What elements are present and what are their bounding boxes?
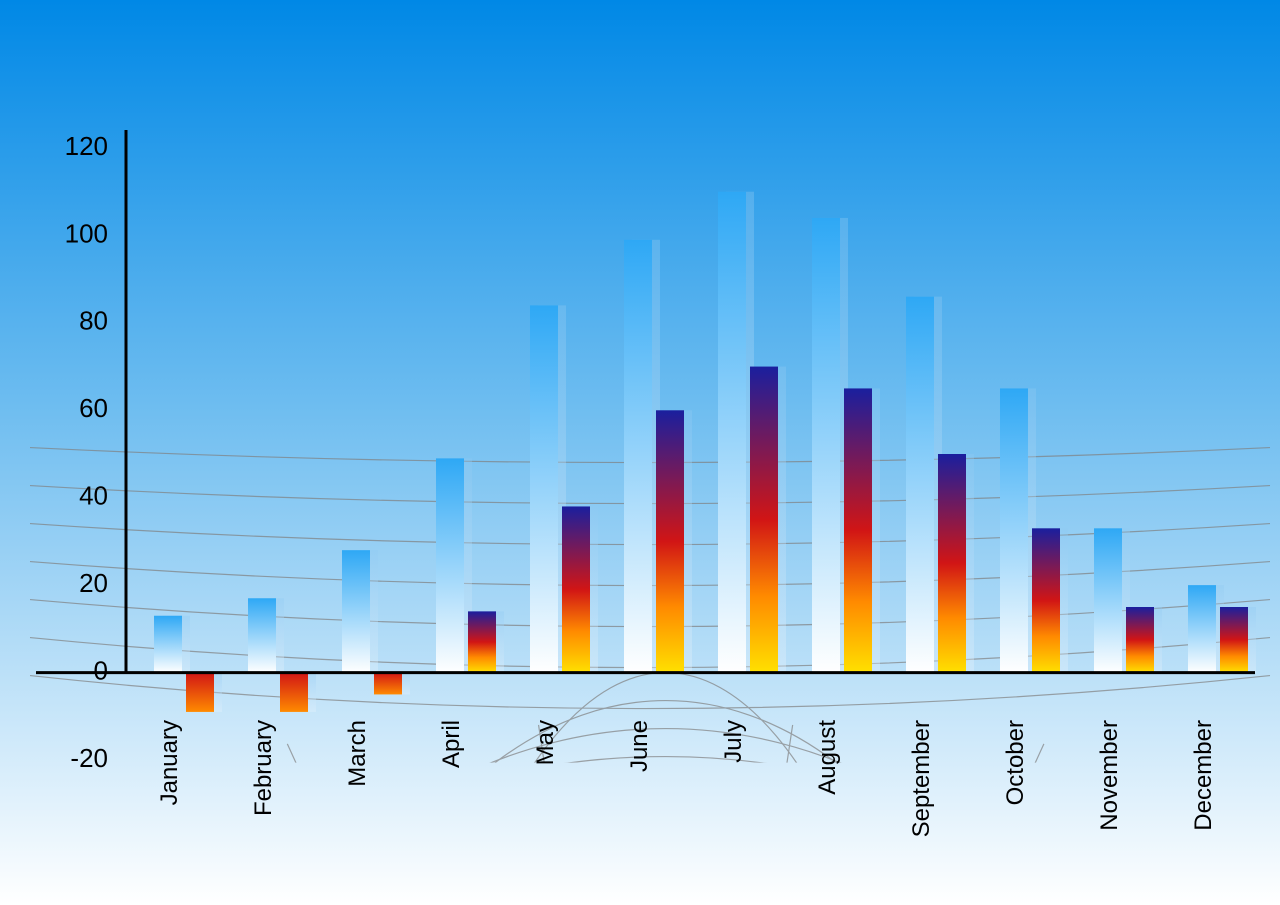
bar-s2-4 [562, 506, 590, 672]
bar-s2-0 [186, 673, 214, 712]
ytick-0: 0 [94, 655, 108, 685]
xlabel-7: August [814, 720, 841, 795]
xlabel-6: July [720, 720, 747, 763]
bar-s1-9 [1000, 388, 1028, 672]
chart-stage: -20 0 20 40 60 80 100 120 January February March Ap… [0, 0, 1280, 905]
bar-s1-10 [1094, 528, 1122, 672]
bar-s2-5 [656, 410, 684, 672]
bar-s2-2 [374, 673, 402, 695]
bar-s1-8 [906, 297, 934, 673]
xlabel-8: September [908, 720, 935, 837]
xlabel-11: December [1190, 720, 1217, 831]
xlabel-4: May [532, 720, 559, 765]
ytick-80: 80 [79, 306, 108, 336]
bar-s1-3 [436, 458, 464, 672]
ytick-20: 20 [79, 568, 108, 598]
bar-s2-7 [844, 388, 872, 672]
xlabel-2: March [344, 720, 371, 787]
xlabel-3: April [438, 720, 465, 768]
bar-s1-11 [1188, 585, 1216, 672]
ytick-120: 120 [65, 131, 108, 161]
ytick-100: 100 [65, 218, 108, 248]
ytick-40: 40 [79, 481, 108, 511]
bar-s2-6 [750, 367, 778, 673]
bar-s1-1 [248, 598, 276, 672]
xlabel-0: January [156, 720, 183, 805]
xlabel-9: October [1002, 720, 1029, 805]
bar-s1-0 [154, 616, 182, 673]
bar-s1-6 [718, 192, 746, 673]
ytick--20: -20 [70, 743, 108, 773]
bar-s2-8 [938, 454, 966, 673]
bar-s2-10 [1126, 607, 1154, 673]
bar-s2-3 [468, 611, 496, 672]
xlabel-10: November [1096, 720, 1123, 831]
bar-s1-4 [530, 305, 558, 672]
bar-s2-9 [1032, 528, 1060, 672]
bar-s1-7 [812, 218, 840, 673]
bar-s2-11 [1220, 607, 1248, 673]
xlabel-1: February [250, 720, 277, 816]
bar-s1-5 [624, 240, 652, 673]
monthly-bar-chart: -20 0 20 40 60 80 100 120 January February March Ap… [0, 0, 1280, 905]
ytick-60: 60 [79, 393, 108, 423]
bar-s1-2 [342, 550, 370, 672]
xlabel-5: June [626, 720, 653, 772]
bar-s2-1 [280, 673, 308, 712]
